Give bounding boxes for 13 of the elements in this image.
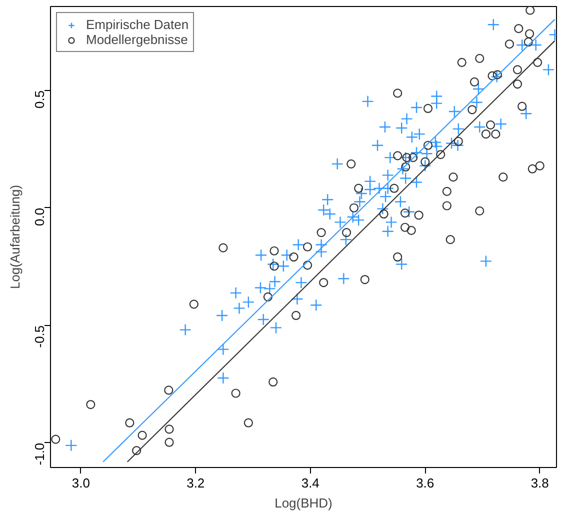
x-tick-label: 3.8: [530, 476, 549, 490]
y-tick-label: -1.0: [32, 442, 47, 466]
y-axis-title: Log(Aufarbeitung): [8, 184, 22, 290]
x-tick-label: 3.0: [72, 476, 90, 490]
legend-label: Empirische Daten: [86, 17, 189, 32]
legend-label: Modellergebnisse: [86, 32, 188, 47]
x-tick-label: 3.6: [416, 476, 434, 490]
x-tick-label: 3.2: [186, 476, 205, 490]
y-tick-label: 0.5: [32, 90, 47, 108]
x-axis-title: Log(BHD): [274, 496, 332, 510]
x-tick-label: 3.4: [301, 476, 320, 490]
y-tick-label: 0.0: [32, 208, 47, 226]
y-tick-label: -0.5: [32, 325, 47, 348]
